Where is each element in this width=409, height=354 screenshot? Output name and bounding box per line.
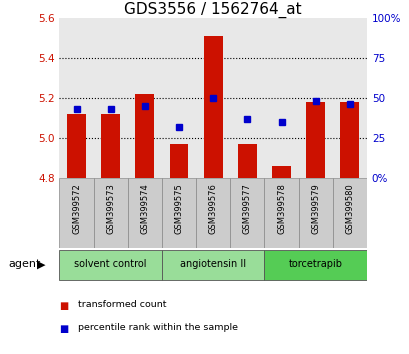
Bar xyxy=(298,18,332,178)
Bar xyxy=(135,94,154,178)
Bar xyxy=(196,18,230,178)
Bar xyxy=(59,18,93,178)
Bar xyxy=(93,178,128,248)
Text: ▶: ▶ xyxy=(37,259,45,269)
Text: GSM399579: GSM399579 xyxy=(310,184,319,234)
Text: GSM399573: GSM399573 xyxy=(106,184,115,234)
Text: solvent control: solvent control xyxy=(74,259,146,269)
Text: angiotensin II: angiotensin II xyxy=(180,259,246,269)
Bar xyxy=(298,178,332,248)
Text: agent: agent xyxy=(8,259,40,269)
Text: GSM399580: GSM399580 xyxy=(344,184,353,234)
Bar xyxy=(332,18,366,178)
Bar xyxy=(306,102,324,178)
Bar xyxy=(196,178,230,248)
Text: transformed count: transformed count xyxy=(78,300,166,309)
Text: GSM399577: GSM399577 xyxy=(242,184,251,234)
Text: GSM399572: GSM399572 xyxy=(72,184,81,234)
Text: GSM399574: GSM399574 xyxy=(140,184,149,234)
Bar xyxy=(230,18,264,178)
Bar xyxy=(332,178,366,248)
Text: GSM399578: GSM399578 xyxy=(276,184,285,234)
Text: ■: ■ xyxy=(59,302,69,312)
Bar xyxy=(128,178,162,248)
Bar xyxy=(59,250,162,280)
Bar xyxy=(59,178,93,248)
Title: GDS3556 / 1562764_at: GDS3556 / 1562764_at xyxy=(124,2,301,18)
Bar xyxy=(162,178,196,248)
Bar xyxy=(264,178,298,248)
Bar xyxy=(162,18,196,178)
Text: percentile rank within the sample: percentile rank within the sample xyxy=(78,323,237,332)
Text: GSM399575: GSM399575 xyxy=(174,184,183,234)
Bar xyxy=(339,102,358,178)
Bar xyxy=(237,144,256,178)
Bar xyxy=(264,18,298,178)
Bar xyxy=(162,250,264,280)
Bar xyxy=(169,144,188,178)
Text: ■: ■ xyxy=(59,325,69,335)
Bar xyxy=(230,178,264,248)
Text: GSM399576: GSM399576 xyxy=(208,184,217,234)
Bar xyxy=(264,250,366,280)
Bar xyxy=(128,18,162,178)
Text: torcetrapib: torcetrapib xyxy=(288,259,342,269)
Bar xyxy=(272,166,290,178)
Bar xyxy=(203,36,222,178)
Bar xyxy=(67,114,86,178)
Bar xyxy=(93,18,128,178)
Bar xyxy=(101,114,120,178)
